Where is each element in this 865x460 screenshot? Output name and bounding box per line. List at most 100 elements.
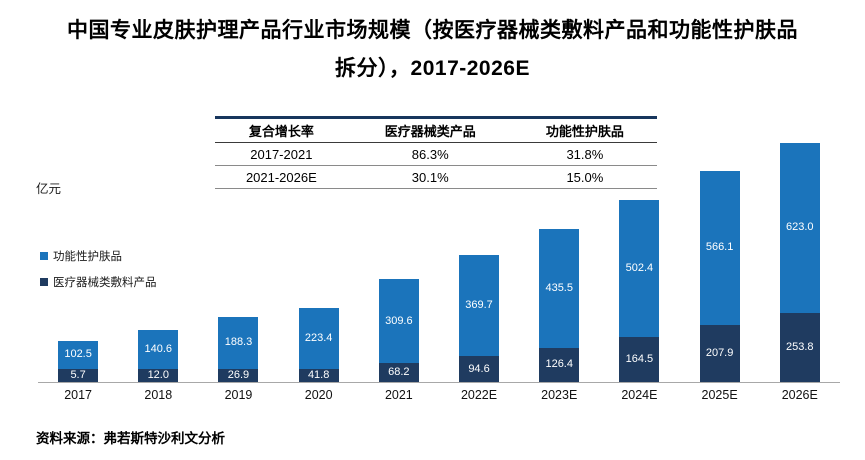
stacked-bar: 435.5 126.4 — [539, 228, 580, 382]
source-note: 资料来源：弗若斯特沙利文分析 — [36, 431, 225, 446]
stacked-bar: 140.6 12.0 — [138, 330, 179, 382]
legend-label: 功能性护肤品 — [53, 251, 122, 263]
medical-device-segment: 164.5 — [619, 337, 660, 382]
x-axis-tick-label: 2022E — [460, 388, 498, 402]
table-header-cagr: 复合增长率 — [248, 124, 314, 139]
legend-swatch-icon — [40, 278, 48, 286]
functional-skincare-segment: 566.1 — [699, 170, 740, 326]
medical-device-segment: 126.4 — [539, 347, 580, 382]
segment-value-label: 41.8 — [307, 368, 330, 381]
stacked-bar: 309.6 68.2 — [378, 278, 419, 382]
bar-column: 140.6 12.0 — [118, 140, 198, 382]
cagr-table-head: 复合增长率 医疗器械类产品 功能性护肤品 — [215, 117, 657, 143]
stacked-bar: 623.0 253.8 — [779, 142, 820, 382]
x-axis-tick-label: 2020 — [304, 388, 333, 402]
x-axis-tick-label: 2018 — [144, 388, 173, 402]
segment-value-label: 502.4 — [625, 262, 654, 275]
segment-value-label: 102.5 — [64, 348, 92, 361]
stacked-bar: 502.4 164.5 — [619, 199, 660, 382]
x-axis-tick-label: 2019 — [224, 388, 253, 402]
functional-skincare-segment: 435.5 — [539, 228, 580, 348]
bar-column: 623.0 253.8 — [760, 140, 840, 382]
table-header-row: 复合增长率 医疗器械类产品 功能性护肤品 — [215, 117, 657, 143]
legend-label: 医疗器械类敷料产品 — [53, 277, 157, 289]
bar-column: 188.3 26.9 — [198, 140, 278, 382]
table-cell: 86.3% — [411, 146, 449, 162]
x-axis-tick-label: 2026E — [781, 388, 818, 402]
functional-skincare-segment: 188.3 — [218, 317, 259, 369]
x-axis-tick-label: 2024E — [621, 388, 658, 402]
segment-value-label: 68.2 — [388, 366, 410, 379]
legend: 功能性护肤品医疗器械类敷料产品 — [40, 248, 157, 290]
x-axis-labels: 2017 2018 2019 2020 2021 2022E 2023E 2024E 2025E… — [38, 388, 840, 402]
segment-value-label: 12.0 — [147, 368, 169, 381]
segment-value-label: 5.7 — [70, 368, 86, 381]
segment-value-label: 566.1 — [705, 241, 734, 254]
segment-value-label: 94.6 — [468, 362, 490, 375]
table-row: 2017-2021 86.3% 31.8% — [215, 143, 657, 166]
table-cell: 2021-2026E — [245, 169, 317, 185]
functional-skincare-segment: 623.0 — [779, 142, 820, 313]
stacked-bar: 188.3 26.9 — [218, 317, 259, 382]
bar-chart-plot: 102.5 5.7 140.6 12.0 188.3 26.9 223.4 41.8 309.6… — [38, 140, 840, 383]
stacked-bar: 102.5 5.7 — [58, 340, 99, 382]
x-axis-tick-label: 2017 — [64, 388, 92, 402]
medical-device-segment: 26.9 — [218, 368, 259, 382]
stacked-bar: 223.4 41.8 — [298, 307, 339, 382]
bar-column: 435.5 126.4 — [519, 140, 599, 382]
table-cell: 15.0% — [566, 169, 604, 185]
legend-swatch-icon — [40, 252, 48, 260]
medical-device-segment: 41.8 — [298, 368, 339, 382]
segment-value-label: 26.9 — [227, 368, 250, 381]
medical-device-segment: 253.8 — [779, 312, 820, 382]
cagr-table: 复合增长率 医疗器械类产品 功能性护肤品 2017-2021 86.3% 31.8%… — [215, 116, 657, 189]
cagr-table-body: 2017-2021 86.3% 31.8% 2021-2026E 30.1% 15.0% — [215, 143, 657, 189]
table-row: 2021-2026E 30.1% 15.0% — [215, 166, 657, 189]
segment-value-label: 188.3 — [224, 336, 253, 349]
functional-skincare-segment: 369.7 — [459, 255, 500, 357]
y-axis-unit-label: 亿元 — [36, 182, 62, 196]
segment-value-label: 623.0 — [786, 221, 814, 234]
segment-value-label: 253.8 — [786, 340, 814, 353]
bar-column: 369.7 94.6 — [439, 140, 519, 382]
bar-column: 566.1 207.9 — [680, 140, 760, 382]
medical-device-segment: 5.7 — [58, 368, 99, 382]
table-cell: 30.1% — [411, 169, 449, 185]
segment-value-label: 164.5 — [625, 353, 654, 366]
bar-column: 502.4 164.5 — [599, 140, 679, 382]
stacked-bar: 566.1 207.9 — [699, 170, 740, 382]
x-axis-tick-label: 2025E — [701, 388, 738, 402]
functional-skincare-segment: 309.6 — [378, 278, 419, 364]
segment-value-label: 140.6 — [144, 342, 173, 355]
medical-device-segment: 12.0 — [138, 368, 179, 382]
segment-value-label: 309.6 — [385, 314, 413, 327]
segment-value-label: 126.4 — [545, 358, 573, 371]
medical-device-segment: 207.9 — [699, 325, 740, 382]
chart-title-line1: 中国专业皮肤护理产品行业市场规模（按医疗器械类敷料产品和功能性护肤品 — [67, 19, 798, 42]
bar-column: 309.6 68.2 — [359, 140, 439, 382]
medical-device-segment: 68.2 — [378, 363, 419, 382]
x-axis-tick-label: 2023E — [541, 388, 578, 402]
functional-skincare-segment: 502.4 — [619, 199, 660, 338]
bar-column: 102.5 5.7 — [38, 140, 118, 382]
functional-skincare-segment: 140.6 — [138, 330, 179, 369]
bar-column: 223.4 41.8 — [279, 140, 359, 382]
table-cell: 2017-2021 — [250, 146, 313, 162]
chart-title: 中国专业皮肤护理产品行业市场规模（按医疗器械类敷料产品和功能性护肤品 拆分），2… — [0, 12, 865, 88]
medical-device-segment: 94.6 — [459, 356, 500, 382]
table-cell: 31.8% — [566, 146, 604, 162]
segment-value-label: 223.4 — [304, 331, 333, 344]
table-header-medical-device: 医疗器械类产品 — [384, 124, 476, 139]
table-header-functional-skincare: 功能性护肤品 — [545, 124, 624, 139]
legend-item: 功能性护肤品 — [40, 248, 157, 264]
x-axis-tick-label: 2021 — [384, 388, 413, 402]
functional-skincare-segment: 102.5 — [58, 340, 99, 369]
segment-value-label: 369.7 — [465, 299, 493, 312]
functional-skincare-segment: 223.4 — [298, 307, 339, 369]
stacked-bar: 369.7 94.6 — [459, 255, 500, 382]
legend-item: 医疗器械类敷料产品 — [40, 274, 157, 290]
segment-value-label: 435.5 — [545, 281, 573, 294]
segment-value-label: 207.9 — [705, 347, 734, 360]
chart-title-line2: 拆分），2017-2026E — [335, 57, 530, 80]
